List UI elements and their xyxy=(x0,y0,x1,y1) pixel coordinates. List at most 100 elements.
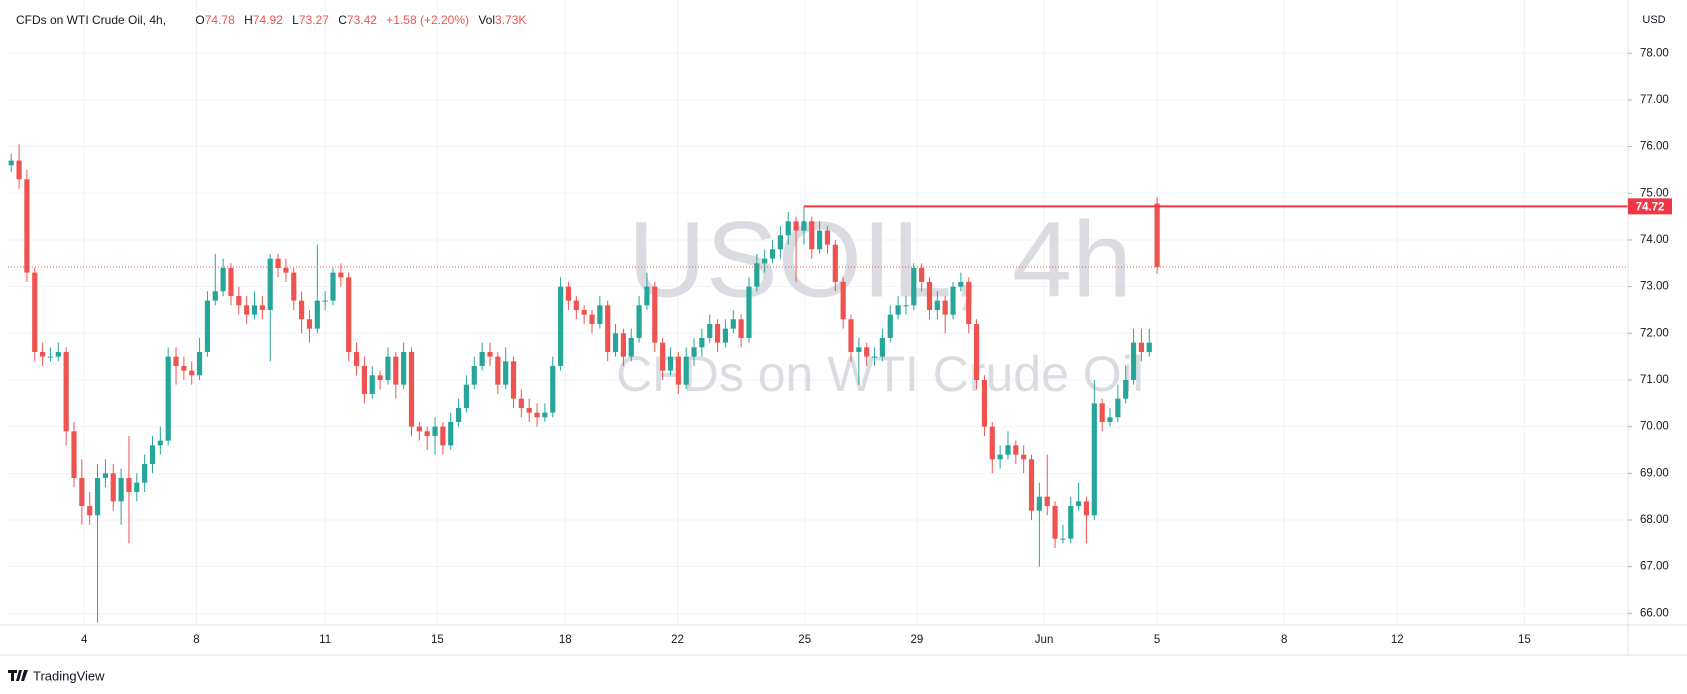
candle-body xyxy=(440,426,446,446)
candle-body xyxy=(369,375,375,394)
y-tick-label: 76.00 xyxy=(1640,141,1669,153)
candle-body xyxy=(895,305,901,315)
candle-body xyxy=(620,333,626,357)
candle-body xyxy=(495,356,501,385)
change: +1.58 (+2.20%) xyxy=(386,13,469,27)
candle-body xyxy=(432,426,438,436)
candle-body xyxy=(746,286,752,338)
candle-body xyxy=(573,300,579,310)
candle-body xyxy=(47,356,54,358)
candle-body xyxy=(448,421,454,446)
candle-body xyxy=(636,305,642,338)
candle-body xyxy=(79,477,85,506)
candle-body xyxy=(377,375,383,380)
volume-value: 3.73K xyxy=(495,13,526,27)
candle-body xyxy=(565,286,572,301)
y-tick-label: 70.00 xyxy=(1640,421,1669,433)
candle-body xyxy=(1154,203,1160,268)
candle-body xyxy=(393,356,399,385)
candle-body xyxy=(699,337,705,348)
watermark: USOIL, 4h xyxy=(628,199,1132,320)
ohlc-label: H xyxy=(244,13,253,27)
candle-body xyxy=(16,160,22,180)
candle-body xyxy=(71,431,77,478)
brand-logo[interactable]: TradingView xyxy=(8,668,105,683)
candle-body xyxy=(353,351,360,366)
candles xyxy=(8,144,1628,623)
candle-body xyxy=(628,337,634,357)
x-tick-label: 25 xyxy=(798,634,811,646)
candle-body xyxy=(385,356,391,380)
candle-body xyxy=(581,309,587,315)
candle-body xyxy=(471,365,477,385)
candle-body xyxy=(793,221,799,231)
candle-body xyxy=(1115,398,1121,418)
candle-body xyxy=(1036,496,1042,511)
candle-body xyxy=(558,286,564,366)
candle-body xyxy=(903,305,909,307)
candle-body xyxy=(785,221,791,236)
candle-body xyxy=(675,356,681,385)
candle-body xyxy=(330,272,336,301)
candle-body xyxy=(283,267,289,273)
candle-body xyxy=(950,286,956,315)
candle-body xyxy=(244,305,250,315)
candle-body xyxy=(487,351,493,357)
candle-body xyxy=(1044,496,1050,506)
candle-body xyxy=(707,323,713,338)
candle-body xyxy=(361,365,367,394)
candle-body xyxy=(314,300,320,329)
candle-body xyxy=(267,258,273,310)
x-tick-label: 18 xyxy=(559,634,572,646)
x-tick-label: 15 xyxy=(431,634,444,646)
candle-body xyxy=(848,319,854,352)
candle-body xyxy=(942,300,948,315)
candle-body xyxy=(589,314,595,324)
legend: CFDs on WTI Crude Oil, 4h, O74.78 H74.92… xyxy=(16,13,526,27)
candle-body xyxy=(840,281,846,320)
y-tick-label: 74.00 xyxy=(1640,234,1669,246)
candle-body xyxy=(55,351,61,357)
y-tick-label: 78.00 xyxy=(1640,47,1669,59)
candle-body xyxy=(149,445,156,464)
candle-body xyxy=(212,291,218,301)
y-tick-label: 66.00 xyxy=(1640,607,1669,619)
candle-body xyxy=(1052,505,1058,539)
candle-body xyxy=(738,319,744,338)
candle-body xyxy=(416,426,422,432)
candle-body xyxy=(479,351,485,366)
candle-body xyxy=(714,323,721,343)
ohlc-value: 73.42 xyxy=(347,13,377,27)
candle-body xyxy=(518,398,524,408)
candle-body xyxy=(306,319,313,329)
candle-body xyxy=(683,356,689,385)
symbol: CFDs on WTI Crude Oil, 4h, xyxy=(16,13,166,27)
candle-body xyxy=(801,221,807,231)
candle-body xyxy=(722,328,729,343)
candle-body xyxy=(926,281,933,310)
candle-body xyxy=(824,230,831,245)
candle-body xyxy=(981,379,988,427)
candle-body xyxy=(40,351,46,357)
candle-body xyxy=(32,272,38,352)
candle-body xyxy=(1076,501,1082,506)
x-tick-label: 22 xyxy=(671,634,684,646)
candle-body xyxy=(228,267,234,296)
candle-body xyxy=(612,333,619,352)
candle-body xyxy=(1130,342,1137,380)
brand-name: TradingView xyxy=(33,668,105,683)
candle-body xyxy=(1123,379,1129,399)
x-tick-label: 4 xyxy=(81,634,88,646)
candle-body xyxy=(1099,403,1105,422)
currency-label: USD xyxy=(1642,14,1665,26)
grid xyxy=(8,0,1628,625)
candle-body xyxy=(919,267,925,282)
candle-body xyxy=(1060,538,1066,540)
y-tick-label: 69.00 xyxy=(1640,467,1669,479)
candle-body xyxy=(408,351,415,427)
candle-body xyxy=(455,407,462,422)
candle-body xyxy=(597,305,603,324)
y-tick-label: 77.00 xyxy=(1640,94,1669,106)
y-tick-label: 73.00 xyxy=(1640,281,1669,293)
candle-body xyxy=(777,235,783,250)
